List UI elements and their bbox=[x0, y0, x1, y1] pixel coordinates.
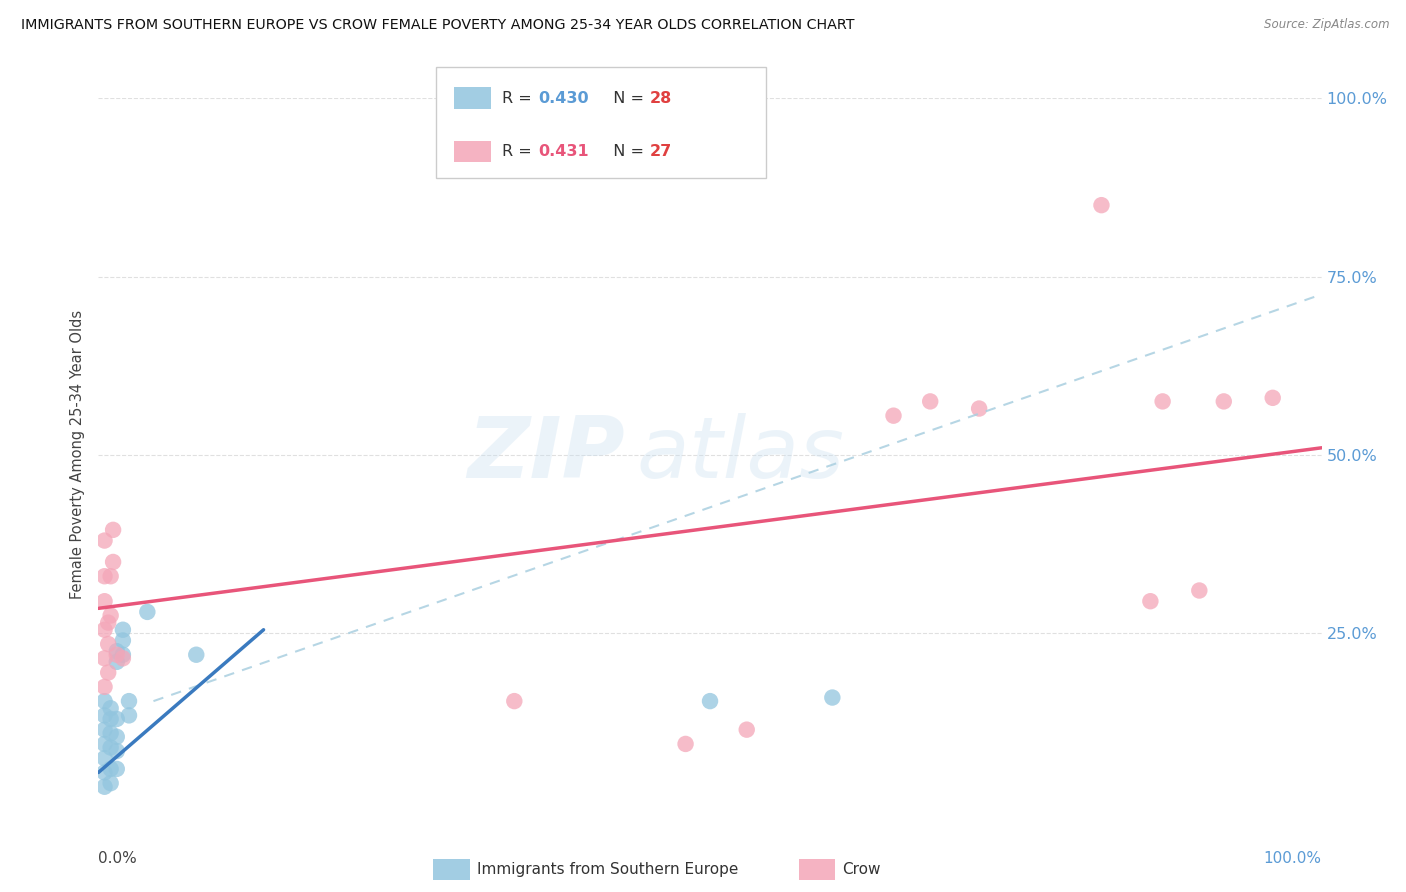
Point bbox=[93, 723, 115, 737]
Point bbox=[735, 723, 758, 737]
Point bbox=[93, 623, 115, 637]
Point bbox=[93, 780, 115, 794]
Point bbox=[1188, 583, 1211, 598]
Text: Crow: Crow bbox=[842, 863, 880, 877]
Point bbox=[503, 694, 526, 708]
Point bbox=[93, 708, 115, 723]
Point bbox=[100, 762, 122, 776]
Point bbox=[97, 665, 120, 680]
Point bbox=[105, 744, 128, 758]
Point bbox=[136, 605, 159, 619]
Text: 0.431: 0.431 bbox=[538, 145, 589, 159]
Point bbox=[118, 694, 141, 708]
Point bbox=[675, 737, 697, 751]
Point bbox=[93, 765, 115, 780]
Point bbox=[186, 648, 208, 662]
Point bbox=[93, 751, 115, 765]
Point bbox=[100, 608, 122, 623]
Text: Immigrants from Southern Europe: Immigrants from Southern Europe bbox=[477, 863, 738, 877]
Point bbox=[100, 712, 122, 726]
Text: ZIP: ZIP bbox=[467, 413, 624, 497]
Point bbox=[1261, 391, 1284, 405]
Point bbox=[100, 726, 122, 740]
Text: N =: N = bbox=[603, 145, 650, 159]
Point bbox=[920, 394, 942, 409]
Point bbox=[93, 594, 115, 608]
Point bbox=[93, 694, 115, 708]
Point bbox=[111, 648, 134, 662]
Point bbox=[111, 651, 134, 665]
Text: N =: N = bbox=[603, 91, 650, 105]
Point bbox=[101, 523, 124, 537]
Point bbox=[93, 680, 115, 694]
Text: 0.430: 0.430 bbox=[538, 91, 589, 105]
Point bbox=[1090, 198, 1112, 212]
Text: 28: 28 bbox=[650, 91, 672, 105]
Point bbox=[111, 623, 134, 637]
Point bbox=[101, 555, 124, 569]
Text: R =: R = bbox=[502, 91, 537, 105]
Point bbox=[118, 708, 141, 723]
Text: 27: 27 bbox=[650, 145, 672, 159]
Point bbox=[105, 762, 128, 776]
Text: 0.0%: 0.0% bbox=[98, 851, 138, 866]
Point bbox=[967, 401, 990, 416]
Point bbox=[105, 648, 128, 662]
Point bbox=[93, 569, 115, 583]
Point bbox=[100, 776, 122, 790]
Point bbox=[93, 533, 115, 548]
Point bbox=[105, 644, 128, 658]
Point bbox=[105, 730, 128, 744]
Point bbox=[883, 409, 905, 423]
Point bbox=[93, 651, 115, 665]
Point bbox=[93, 737, 115, 751]
Text: Source: ZipAtlas.com: Source: ZipAtlas.com bbox=[1264, 18, 1389, 31]
Point bbox=[699, 694, 721, 708]
Point bbox=[1212, 394, 1234, 409]
Point bbox=[1139, 594, 1161, 608]
Point bbox=[111, 633, 134, 648]
Point bbox=[1152, 394, 1174, 409]
Point bbox=[105, 655, 128, 669]
Point bbox=[97, 615, 120, 630]
Point bbox=[97, 637, 120, 651]
Point bbox=[105, 712, 128, 726]
Text: IMMIGRANTS FROM SOUTHERN EUROPE VS CROW FEMALE POVERTY AMONG 25-34 YEAR OLDS COR: IMMIGRANTS FROM SOUTHERN EUROPE VS CROW … bbox=[21, 18, 855, 32]
Text: 100.0%: 100.0% bbox=[1264, 851, 1322, 866]
Text: R =: R = bbox=[502, 145, 537, 159]
Point bbox=[821, 690, 844, 705]
Y-axis label: Female Poverty Among 25-34 Year Olds: Female Poverty Among 25-34 Year Olds bbox=[70, 310, 86, 599]
Point bbox=[100, 569, 122, 583]
Text: atlas: atlas bbox=[637, 413, 845, 497]
Point bbox=[100, 701, 122, 715]
Point bbox=[100, 740, 122, 755]
